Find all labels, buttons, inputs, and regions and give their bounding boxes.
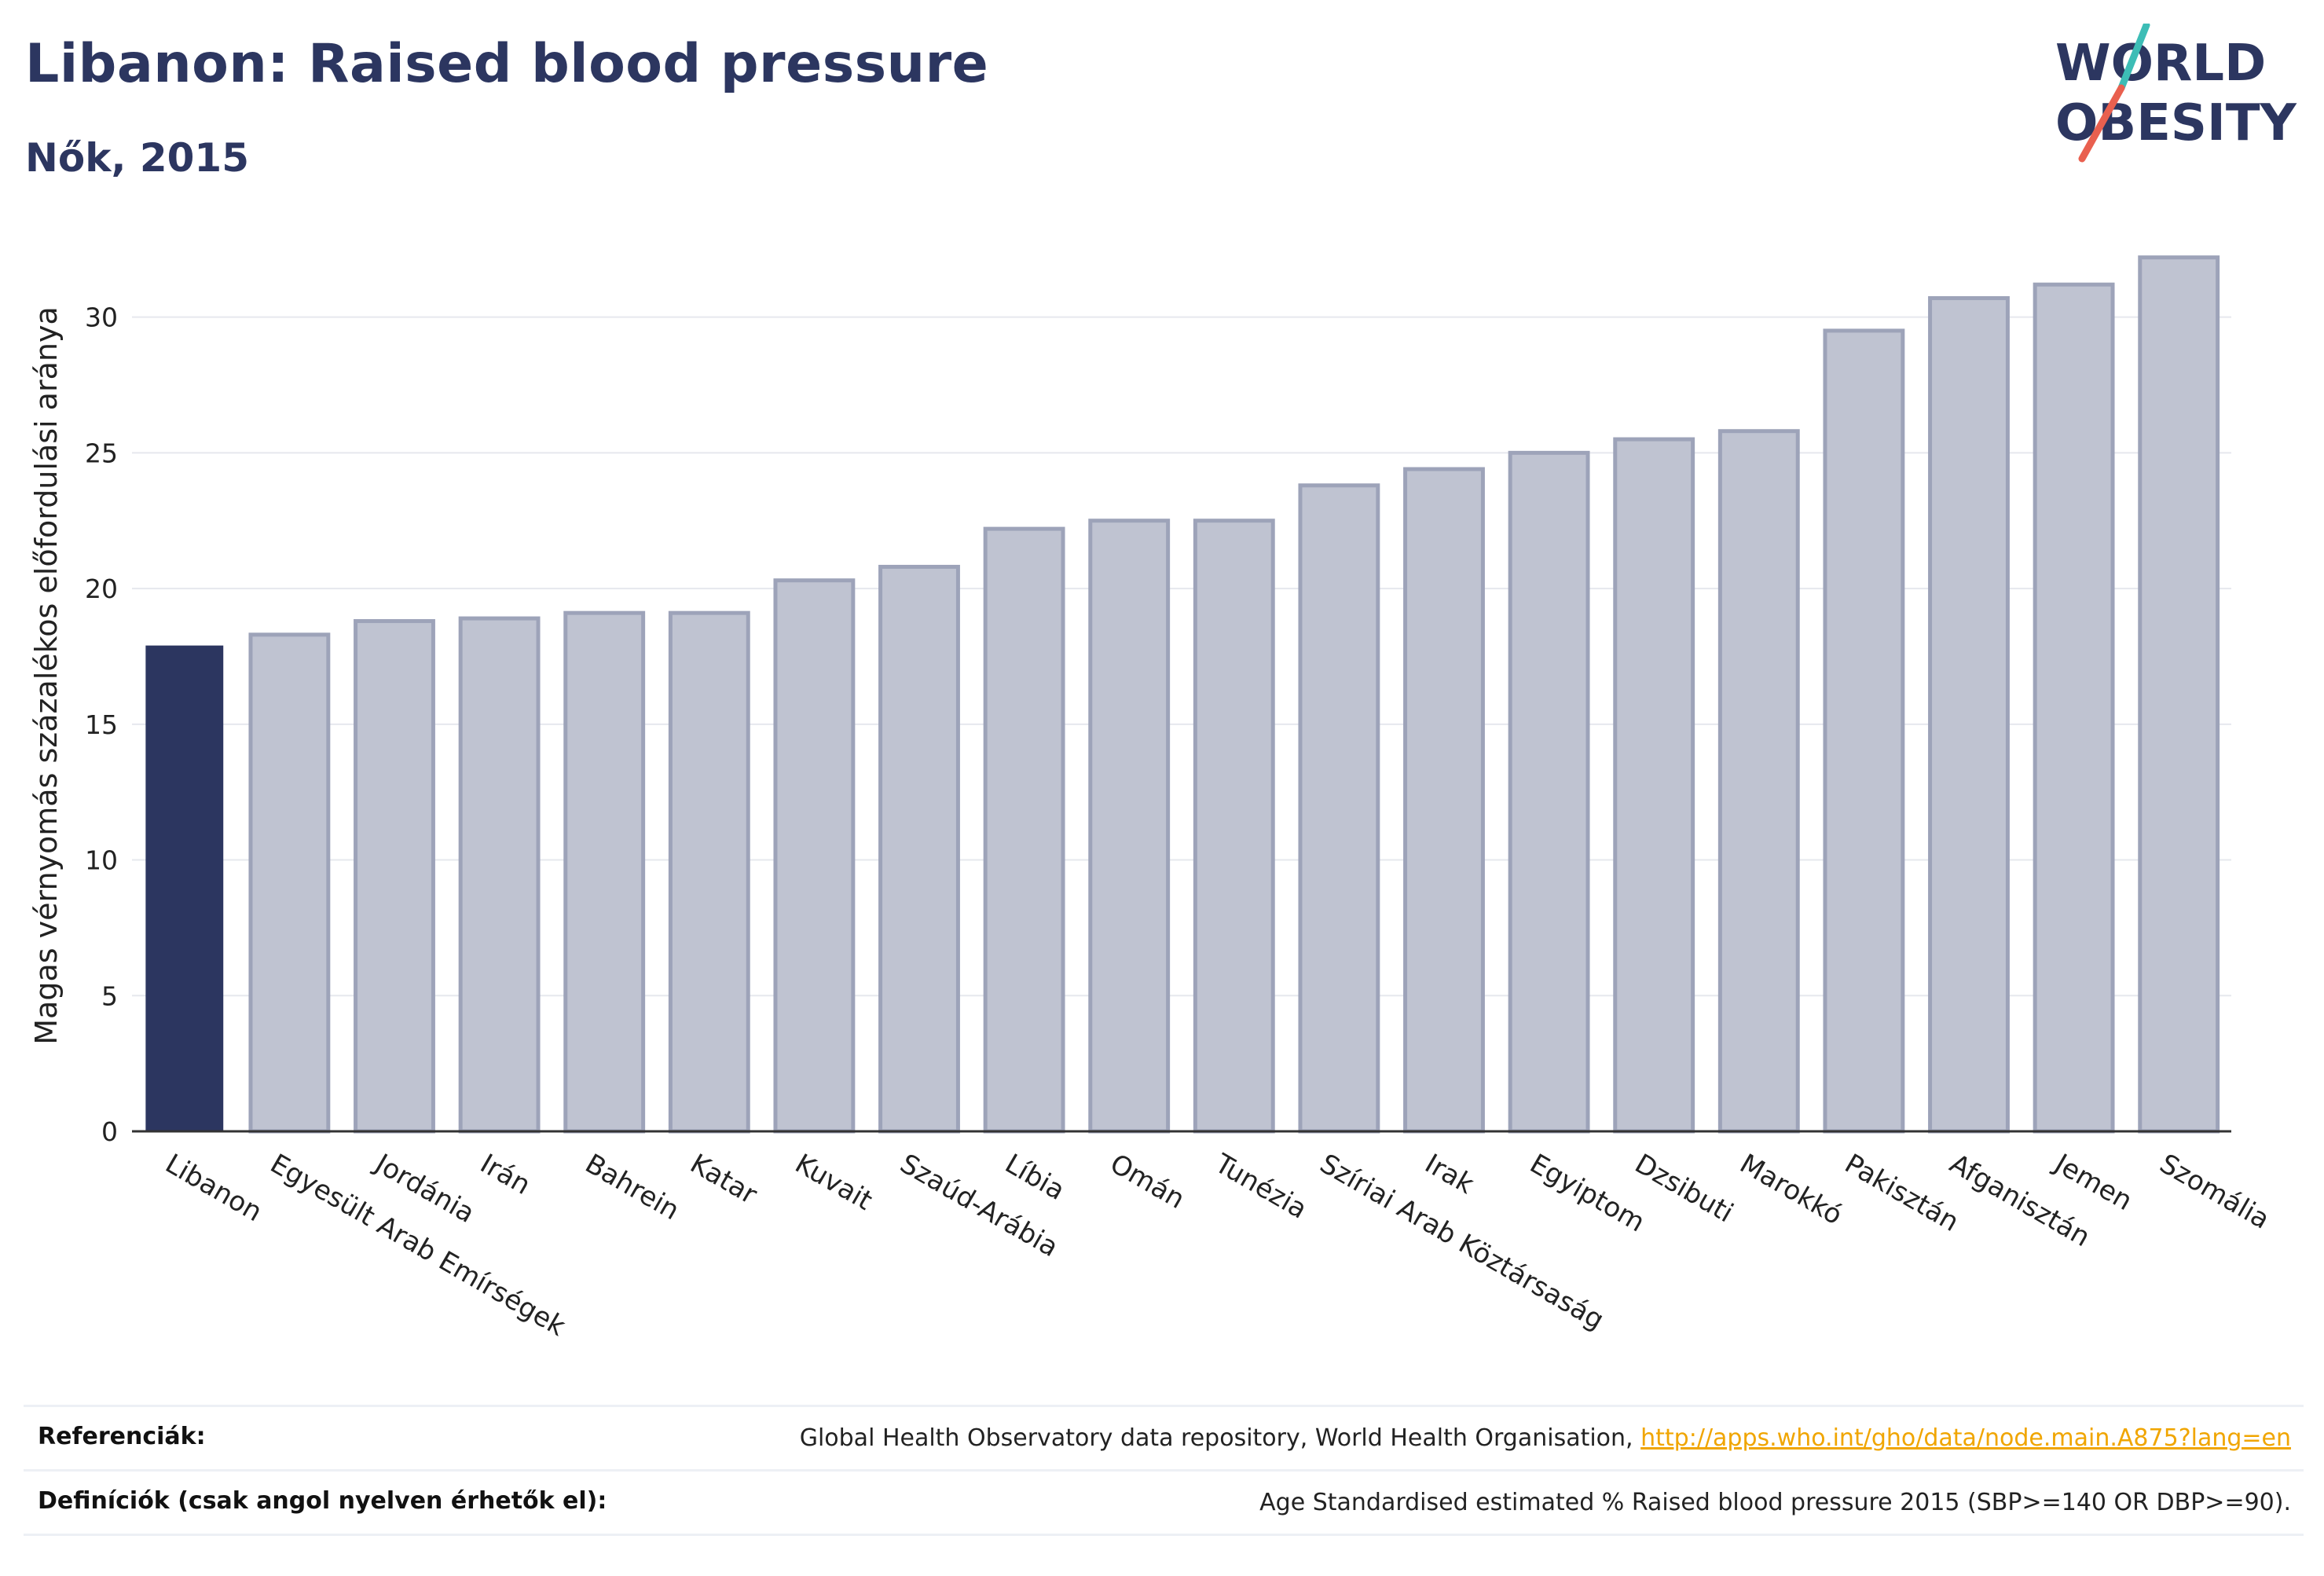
bar-afganiszt-n	[1928, 295, 2010, 1134]
y-tick-label: 0	[101, 1116, 118, 1147]
bar-jemen	[2033, 282, 2115, 1134]
logo-slash-red	[2078, 84, 2125, 163]
references-link[interactable]: http://apps.who.int/gho/data/node.main.A…	[1640, 1424, 2291, 1452]
x-tick-label: Kuvait	[790, 1148, 878, 1217]
y-tick-label: 25	[85, 438, 118, 468]
bar-tun-zia	[1193, 519, 1275, 1134]
y-axis-title: Magas vérnyomás százalékos előfordulási …	[29, 306, 64, 1044]
bar-katar	[668, 610, 750, 1134]
x-tick-label: Pakisztán	[1839, 1148, 1964, 1238]
x-tick-label: Irak	[1420, 1148, 1479, 1200]
bar-ir-n	[458, 616, 541, 1134]
bars	[145, 255, 2220, 1134]
y-axis-ticks: 0 5 10 15 20 25 30	[85, 302, 118, 1147]
bar-egyiptom	[1508, 450, 1590, 1134]
x-tick-label: Szomália	[2154, 1148, 2275, 1236]
definitions-row: Definíciók (csak angol nyelven érhetők e…	[24, 1469, 2304, 1536]
definitions-label: Definíciók (csak angol nyelven érhetők e…	[38, 1487, 607, 1515]
x-tick-label: Omán	[1105, 1148, 1190, 1215]
world-obesity-logo: WORLD OBESITY	[2055, 24, 2297, 163]
logo-word-world: WORLD	[2055, 35, 2266, 93]
x-tick-label: Bahrein	[580, 1148, 684, 1226]
y-tick-label: 5	[101, 980, 118, 1011]
bar-kuvait	[773, 578, 856, 1134]
bar-jord-nia	[354, 619, 435, 1134]
bar-marokk	[1717, 429, 1800, 1134]
x-tick-label: Irán	[475, 1148, 535, 1201]
x-tick-label: Marokkó	[1735, 1148, 1848, 1231]
references-value: Global Health Observatory data repositor…	[800, 1424, 2291, 1452]
y-tick-label: 10	[85, 845, 118, 876]
x-tick-label: Tunézia	[1209, 1148, 1313, 1226]
x-tick-label: Katar	[685, 1148, 763, 1211]
y-tick-label: 15	[85, 709, 118, 740]
bar-l-bia	[983, 526, 1065, 1134]
y-tick-label: 20	[85, 574, 118, 604]
bar-irak	[1403, 467, 1485, 1134]
logo-word-obesity: OBESITY	[2055, 94, 2297, 152]
grid-lines	[132, 316, 2231, 997]
bar-egyes-lt-arab-em-rs-gek	[248, 632, 331, 1134]
references-row: Referenciák: Global Health Observatory d…	[24, 1405, 2304, 1472]
x-tick-label: Egyiptom	[1524, 1148, 1650, 1238]
y-tick-label: 30	[85, 302, 118, 333]
bar-dzsibuti	[1613, 437, 1695, 1134]
chart-title: Libanon: Raised blood pressure	[25, 33, 989, 95]
bar-om-n	[1088, 519, 1171, 1134]
bar-pakiszt-n	[1823, 328, 1905, 1134]
footer-bottom-border	[24, 1534, 2304, 1536]
bar-libanon	[145, 645, 224, 1131]
references-label: Referenciák:	[38, 1423, 206, 1450]
bar-szom-lia	[2138, 255, 2220, 1134]
chart-subtitle: Nők, 2015	[25, 135, 250, 181]
bar-bahrein	[563, 610, 646, 1134]
logo-slash-teal	[2117, 24, 2150, 92]
bar-sz-riai-arab-k-zt-rsas-g	[1298, 483, 1380, 1134]
references-text: Global Health Observatory data repositor…	[799, 1424, 1633, 1452]
definitions-value: Age Standardised estimated % Raised bloo…	[1259, 1489, 2291, 1516]
x-tick-label: Libanon	[160, 1148, 268, 1228]
bar-sza-d-ar-bia	[878, 564, 960, 1134]
x-tick-label: Líbia	[999, 1148, 1070, 1207]
